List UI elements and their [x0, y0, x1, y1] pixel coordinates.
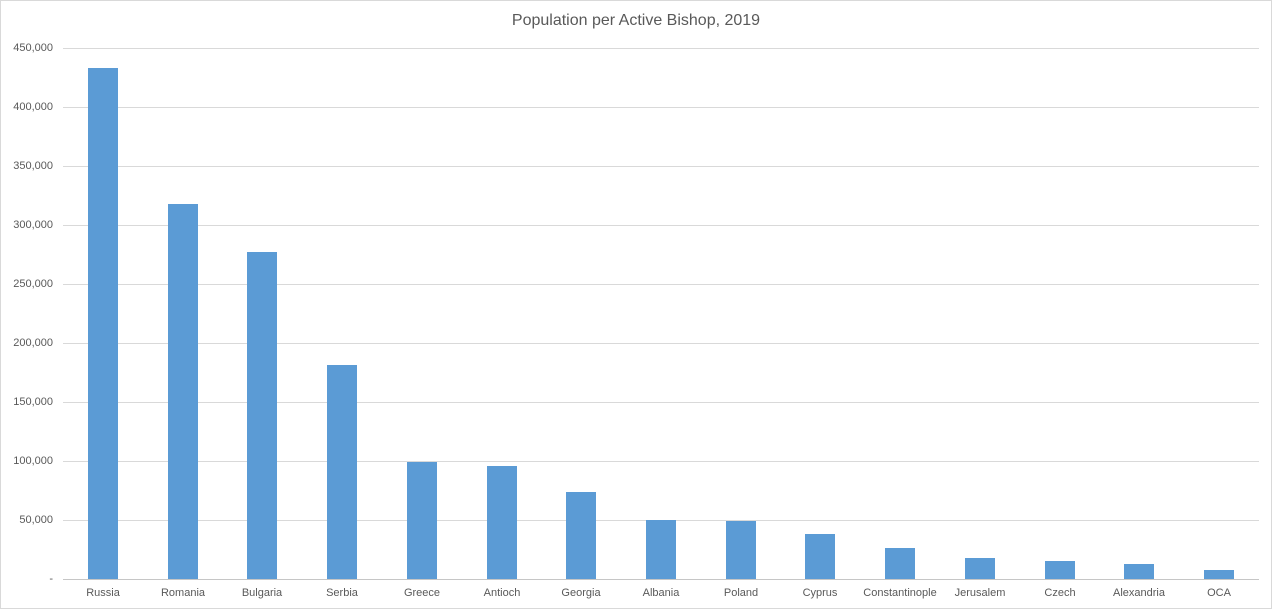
bar-czech — [1045, 561, 1075, 579]
bar-greece — [407, 462, 437, 579]
x-axis-label-bulgaria: Bulgaria — [241, 587, 283, 599]
gridline-100000 — [63, 461, 1259, 462]
y-axis-tick-label-350000: 350,000 — [13, 160, 53, 172]
y-axis-tick-label-50000: 50,000 — [19, 514, 53, 526]
bar-antioch — [487, 466, 517, 579]
x-axis-label-czech: Czech — [1044, 587, 1076, 599]
x-axis-label-greece: Greece — [403, 587, 441, 599]
bar-cyprus — [805, 534, 835, 579]
x-axis-label-antioch: Antioch — [483, 587, 521, 599]
bar-serbia — [327, 365, 357, 579]
x-axis-label-jerusalem: Jerusalem — [954, 587, 1006, 599]
x-axis-label-albania: Albania — [642, 587, 680, 599]
gridline-250000 — [63, 284, 1259, 285]
x-axis-label-russia: Russia — [86, 587, 120, 599]
bar-jerusalem — [965, 558, 995, 579]
y-axis-tick-label-150000: 150,000 — [13, 396, 53, 408]
x-axis-label-poland: Poland — [723, 587, 759, 599]
y-axis-tick-label-250000: 250,000 — [13, 278, 53, 290]
bar-georgia — [566, 492, 596, 579]
y-axis-tick-label-100000: 100,000 — [13, 455, 53, 467]
x-axis-label-alexandria: Alexandria — [1113, 587, 1165, 599]
x-axis-label-oca: OCA — [1207, 587, 1231, 599]
x-axis-label-romania: Romania — [160, 587, 206, 599]
bar-constantinople — [885, 548, 915, 579]
gridline-350000 — [63, 166, 1259, 167]
x-axis-label-cyprus: Cyprus — [802, 587, 838, 599]
bar-bulgaria — [247, 252, 277, 579]
gridline-300000 — [63, 225, 1259, 226]
x-axis-line — [63, 579, 1259, 580]
bar-romania — [168, 204, 198, 579]
bar-poland — [726, 521, 756, 579]
bar-alexandria — [1124, 564, 1154, 579]
x-axis-label-serbia: Serbia — [326, 587, 358, 599]
gridline-450000 — [63, 48, 1259, 49]
bar-albania — [646, 520, 676, 579]
x-axis-label-georgia: Georgia — [561, 587, 601, 599]
gridline-400000 — [63, 107, 1259, 108]
y-axis-tick-label-200000: 200,000 — [13, 337, 53, 349]
chart-title: Population per Active Bishop, 2019 — [511, 12, 761, 29]
y-axis-tick-label-450000: 450,000 — [13, 42, 53, 54]
y-axis-tick-label-400000: 400,000 — [13, 101, 53, 113]
bar-russia — [88, 68, 118, 579]
bar-oca — [1204, 570, 1234, 579]
y-axis-tick-label-0: - — [49, 573, 53, 585]
gridline-200000 — [63, 343, 1259, 344]
y-axis-tick-label-300000: 300,000 — [13, 219, 53, 231]
gridline-150000 — [63, 402, 1259, 403]
x-axis-label-constantinople: Constantinople — [863, 587, 937, 599]
